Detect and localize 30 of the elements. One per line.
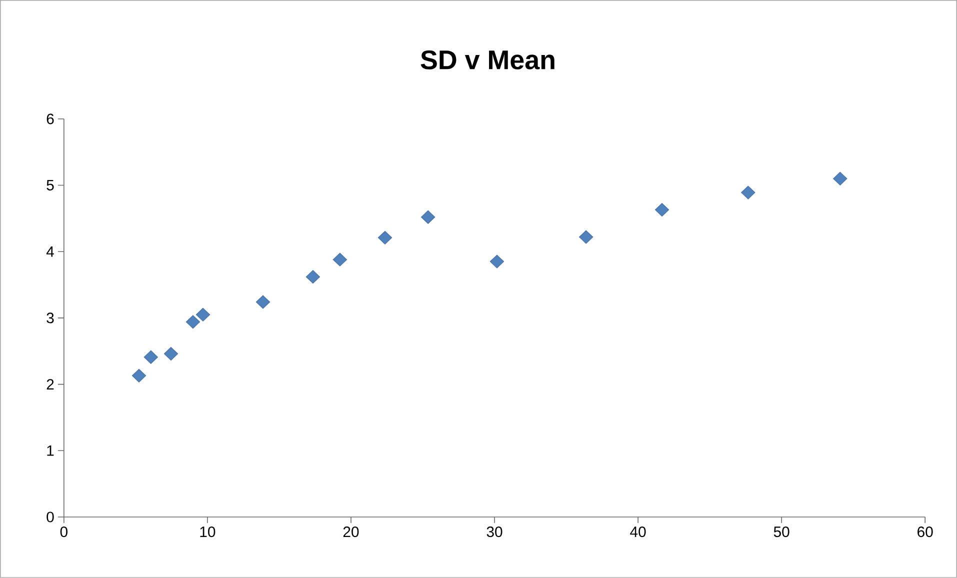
y-tick-label: 2	[46, 379, 54, 390]
point	[332, 252, 348, 266]
point	[741, 186, 756, 200]
x-tick-label: 0	[60, 526, 68, 538]
point	[306, 270, 320, 284]
point	[654, 203, 670, 217]
point	[196, 308, 210, 322]
x-tick-label: 50	[774, 526, 790, 538]
x-tick-label: 60	[918, 526, 933, 538]
x-tick-label: 30	[486, 526, 502, 538]
point	[144, 350, 158, 364]
point	[420, 210, 436, 224]
point	[378, 230, 392, 244]
point	[256, 295, 270, 309]
y-tick-label: 6	[46, 114, 54, 124]
point	[164, 347, 178, 361]
point	[186, 315, 200, 329]
y-tick-label: 5	[46, 180, 54, 191]
y-tick-label: 4	[46, 246, 54, 257]
y-tick-label: 0	[46, 512, 54, 522]
point	[579, 230, 594, 244]
point	[490, 254, 504, 268]
x-tick-label: 10	[200, 526, 216, 538]
x-tick-label: 40	[630, 526, 646, 538]
x-tick-label: 20	[343, 526, 359, 538]
y-tick-label: 3	[46, 312, 54, 324]
y-tick-label: 1	[47, 446, 54, 456]
point	[833, 172, 848, 186]
chart-title: SD v Mean	[420, 50, 554, 70]
point	[132, 368, 146, 382]
